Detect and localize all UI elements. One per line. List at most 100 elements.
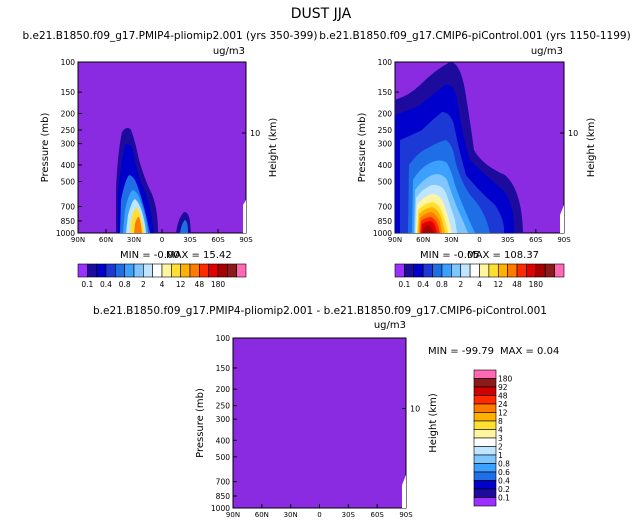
panel-3-contours xyxy=(402,475,406,508)
p3-colorbar-label: 0.4 xyxy=(498,477,510,486)
panel-1-max: MAX = 15.42 xyxy=(166,250,232,261)
p3-colorbar-swatch xyxy=(473,471,497,481)
p2-colorbar-swatch xyxy=(535,263,546,278)
p1-colorbar-swatch xyxy=(143,263,153,278)
panel-1-min: MIN = -0.00 xyxy=(120,250,180,261)
p2-contour-14 xyxy=(422,225,434,233)
p1-missing xyxy=(243,200,246,233)
p3-xtick-label: 90N xyxy=(226,511,240,519)
p2-ylabel: Pressure (mb) xyxy=(357,113,368,183)
p2-ytick-label: 400 xyxy=(378,161,393,170)
p2-colorbar-swatch xyxy=(451,263,462,278)
p3-ytick-label: 250 xyxy=(216,402,231,411)
p1-ytick-label: 700 xyxy=(61,203,76,212)
p3-colorbar-swatch xyxy=(473,412,497,422)
p3-colorbar-swatch xyxy=(473,429,497,439)
p2-right-tick-label: 10 xyxy=(568,129,578,138)
panel-3-max: MAX = 0.04 xyxy=(500,346,559,357)
p1-ytick-label: 400 xyxy=(61,161,76,170)
p2-xtick-label: 30S xyxy=(501,236,515,244)
p3-ytick-label: 400 xyxy=(216,436,231,445)
p3-right-tick-label: 10 xyxy=(410,405,420,414)
p2-xtick-label: 60S xyxy=(529,236,543,244)
p2-ytick-label: 500 xyxy=(378,178,393,187)
p3-colorbar-swatch xyxy=(473,446,497,456)
p3-colorbar-swatch xyxy=(473,403,497,413)
p1-ytick-label: 150 xyxy=(61,88,76,97)
p1-colorbar-swatch xyxy=(236,263,247,278)
p1-colorbar-swatch xyxy=(133,263,144,278)
p2-colorbar-swatch xyxy=(432,263,443,278)
p2-xtick-label: 90S xyxy=(557,236,571,244)
p2-colorbar-swatch xyxy=(497,263,508,278)
p3-ytick-label: 1000 xyxy=(211,504,230,513)
p3-ytick-label: 150 xyxy=(216,364,231,373)
p1-xtick-label: 60S xyxy=(211,236,225,244)
p1-contour-9 xyxy=(180,220,188,233)
p1-colorbar-swatch xyxy=(161,263,172,278)
p2-ytick-label: 150 xyxy=(378,88,393,97)
p3-ytick-label: 500 xyxy=(216,453,231,462)
p3-colorbar-label: 2 xyxy=(498,443,503,452)
p1-colorbar-swatch xyxy=(124,263,135,278)
p3-colorbar-swatch xyxy=(473,386,497,396)
p2-colorbar-swatch xyxy=(479,263,490,278)
p3-colorbar-swatch xyxy=(473,378,497,388)
p2-ytick-label: 200 xyxy=(378,109,393,118)
p3-colorbar-label: 3 xyxy=(498,434,503,443)
p1-ytick-label: 300 xyxy=(61,140,76,149)
p1-colorbar-label: 0.1 xyxy=(81,280,93,289)
p2-colorbar-swatch xyxy=(526,263,537,278)
p3-xtick-label: 90S xyxy=(399,511,413,519)
panel-3-min: MIN = -99.79 xyxy=(428,346,494,357)
p3-colorbar-swatch xyxy=(473,488,497,498)
p2-missing xyxy=(560,205,564,233)
p2-colorbar-swatch xyxy=(441,263,452,278)
p1-xtick-label: 60N xyxy=(99,236,113,244)
panel-2-units: ug/m3 xyxy=(531,46,563,57)
p2-colorbar-swatch xyxy=(404,263,415,278)
p2-colorbar-label: 48 xyxy=(512,280,522,289)
p1-ylabel: Pressure (mb) xyxy=(40,113,51,183)
p1-colorbar-label: 12 xyxy=(176,280,186,289)
p1-colorbar-label: 48 xyxy=(195,280,205,289)
p1-colorbar-swatch xyxy=(115,263,125,278)
p3-colorbar-label: 24 xyxy=(498,400,508,409)
p2-ytick-label: 300 xyxy=(378,140,393,149)
p1-colorbar-swatch xyxy=(87,263,97,278)
p1-colorbar-swatch xyxy=(171,263,181,278)
p3-xtick-label: 30N xyxy=(284,511,298,519)
p3-colorbar-swatch xyxy=(473,395,497,405)
p2-colorbar-swatch xyxy=(516,263,527,278)
p2-xtick-label: 0 xyxy=(477,236,481,244)
panel-2-contours xyxy=(395,62,564,234)
panel-2: b.e21.B1850.f09_g17.CMIP6-piControl.001 … xyxy=(319,30,630,289)
panel-1-colorbar: 0.1 0.4 0.8 2 4 12 48 180 xyxy=(77,263,247,289)
p2-ytick-label: 850 xyxy=(378,217,393,226)
p3-colorbar-swatch xyxy=(473,437,497,447)
p3-colorbar-label: 12 xyxy=(498,409,508,418)
panel-2-min: MIN = -0.05 xyxy=(420,250,480,261)
p2-xtick-label: 30N xyxy=(444,236,458,244)
p2-ytick-label: 100 xyxy=(378,58,393,67)
p2-ytick-label: 1000 xyxy=(373,229,392,238)
p3-colorbar-label: 8 xyxy=(498,417,503,426)
p1-right-label: Height (km) xyxy=(268,118,279,178)
p1-xtick-label: 30N xyxy=(127,236,141,244)
panel-1-units: ug/m3 xyxy=(213,46,245,57)
p3-colorbar-label: 1 xyxy=(498,451,503,460)
p2-colorbar-label: 4 xyxy=(477,280,482,289)
p2-colorbar-swatch xyxy=(422,263,433,278)
p3-colorbar-swatch xyxy=(473,454,497,464)
p3-missing xyxy=(402,475,406,508)
p3-ylabel: Pressure (mb) xyxy=(195,388,206,458)
p2-right-label: Height (km) xyxy=(586,118,597,178)
p3-ytick-label: 100 xyxy=(216,334,231,343)
p1-ytick-label: 850 xyxy=(61,217,76,226)
panel-1-contours xyxy=(116,127,246,233)
p1-colorbar-swatch xyxy=(77,263,88,278)
p1-contour-7 xyxy=(134,216,142,233)
